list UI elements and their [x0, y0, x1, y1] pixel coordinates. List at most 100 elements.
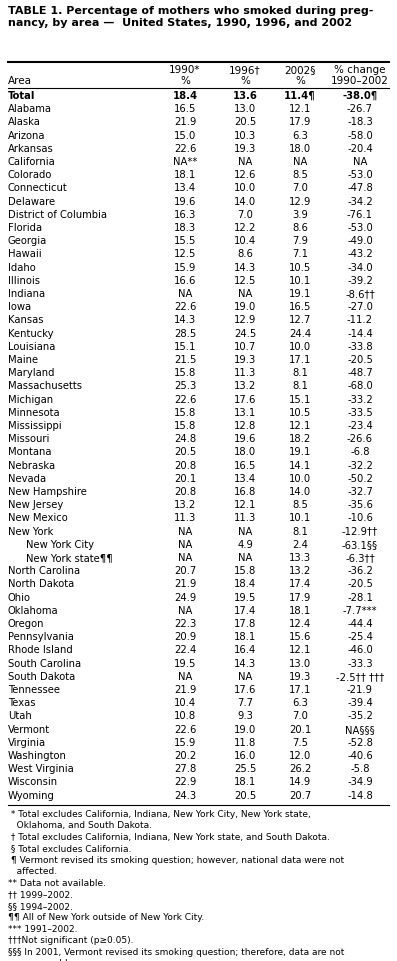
Text: Total: Total: [8, 91, 35, 101]
Text: 7.0: 7.0: [237, 209, 253, 220]
Text: -5.8: -5.8: [350, 764, 370, 775]
Text: Wisconsin: Wisconsin: [8, 777, 58, 787]
Text: -10.6: -10.6: [347, 513, 373, 524]
Text: 21.9: 21.9: [174, 117, 196, 128]
Text: 18.1: 18.1: [174, 170, 196, 181]
Text: California: California: [8, 157, 56, 167]
Text: -33.8: -33.8: [347, 342, 373, 352]
Text: North Dakota: North Dakota: [8, 579, 74, 589]
Text: 18.1: 18.1: [234, 777, 256, 787]
Text: 15.9: 15.9: [174, 262, 196, 273]
Text: -23.4: -23.4: [347, 421, 373, 431]
Text: 10.3: 10.3: [234, 131, 256, 140]
Text: New Jersey: New Jersey: [8, 500, 63, 510]
Text: 12.5: 12.5: [174, 250, 196, 259]
Text: 8.5: 8.5: [292, 500, 308, 510]
Text: 10.5: 10.5: [289, 262, 311, 273]
Text: Florida: Florida: [8, 223, 42, 233]
Text: 7.0: 7.0: [292, 184, 308, 193]
Text: Minnesota: Minnesota: [8, 407, 60, 418]
Text: -46.0: -46.0: [347, 646, 373, 655]
Text: 10.5: 10.5: [289, 407, 311, 418]
Text: 19.3: 19.3: [289, 672, 311, 681]
Text: 9.3: 9.3: [237, 711, 253, 722]
Text: 8.5: 8.5: [292, 170, 308, 181]
Text: Georgia: Georgia: [8, 236, 47, 246]
Text: 20.9: 20.9: [174, 632, 196, 642]
Text: 22.6: 22.6: [174, 395, 196, 405]
Text: NA: NA: [238, 553, 252, 563]
Text: 20.8: 20.8: [174, 487, 196, 497]
Text: 24.5: 24.5: [234, 329, 256, 338]
Text: 17.9: 17.9: [289, 593, 311, 603]
Text: Hawaii: Hawaii: [8, 250, 42, 259]
Text: 22.6: 22.6: [174, 302, 196, 312]
Text: 8.1: 8.1: [292, 368, 308, 379]
Text: NA§§§: NA§§§: [345, 725, 375, 734]
Text: Colorado: Colorado: [8, 170, 52, 181]
Text: 13.2: 13.2: [234, 382, 256, 391]
Text: -33.5: -33.5: [347, 407, 373, 418]
Text: 22.6: 22.6: [174, 725, 196, 734]
Text: NA: NA: [353, 157, 367, 167]
Text: 15.8: 15.8: [174, 407, 196, 418]
Text: -7.7***: -7.7***: [343, 605, 377, 616]
Text: District of Columbia: District of Columbia: [8, 209, 107, 220]
Text: 12.9: 12.9: [289, 197, 311, 207]
Text: 18.0: 18.0: [234, 448, 256, 457]
Text: 14.9: 14.9: [289, 777, 311, 787]
Text: -35.6: -35.6: [347, 500, 373, 510]
Text: Oregon: Oregon: [8, 619, 44, 629]
Text: 16.8: 16.8: [234, 487, 256, 497]
Text: -8.6††: -8.6††: [345, 289, 375, 299]
Text: -40.6: -40.6: [347, 751, 373, 761]
Text: 6.3: 6.3: [292, 131, 308, 140]
Text: -68.0: -68.0: [347, 382, 373, 391]
Text: 12.5: 12.5: [234, 276, 256, 285]
Text: 10.8: 10.8: [174, 711, 196, 722]
Text: New York: New York: [8, 527, 53, 536]
Text: *** 1991–2002.: *** 1991–2002.: [8, 924, 77, 934]
Text: -26.6: -26.6: [347, 434, 373, 444]
Text: -47.8: -47.8: [347, 184, 373, 193]
Text: 22.4: 22.4: [174, 646, 196, 655]
Text: 7.9: 7.9: [292, 236, 308, 246]
Text: 12.8: 12.8: [234, 421, 256, 431]
Text: 24.9: 24.9: [174, 593, 196, 603]
Text: 15.8: 15.8: [174, 368, 196, 379]
Text: 12.0: 12.0: [289, 751, 311, 761]
Text: 2002§: 2002§: [284, 65, 316, 75]
Text: -21.9: -21.9: [347, 685, 373, 695]
Text: 19.0: 19.0: [234, 302, 256, 312]
Text: 13.0: 13.0: [289, 658, 311, 669]
Text: 17.1: 17.1: [289, 355, 311, 365]
Text: Pennsylvania: Pennsylvania: [8, 632, 74, 642]
Text: 22.6: 22.6: [174, 144, 196, 154]
Text: -58.0: -58.0: [347, 131, 373, 140]
Text: §§§ In 2001, Vermont revised its smoking question; therefore, data are not: §§§ In 2001, Vermont revised its smoking…: [8, 948, 344, 957]
Text: -18.3: -18.3: [347, 117, 373, 128]
Text: 7.0: 7.0: [292, 711, 308, 722]
Text: 19.1: 19.1: [289, 448, 311, 457]
Text: 13.6: 13.6: [233, 91, 257, 101]
Text: 2.4: 2.4: [292, 540, 308, 550]
Text: -52.8: -52.8: [347, 738, 373, 748]
Text: 27.8: 27.8: [174, 764, 196, 775]
Text: Wyoming: Wyoming: [8, 791, 55, 801]
Text: 10.7: 10.7: [234, 342, 256, 352]
Text: 10.4: 10.4: [174, 699, 196, 708]
Text: 21.5: 21.5: [174, 355, 196, 365]
Text: Louisiana: Louisiana: [8, 342, 55, 352]
Text: 4.9: 4.9: [237, 540, 253, 550]
Text: 20.7: 20.7: [174, 566, 196, 577]
Text: 12.1: 12.1: [289, 104, 311, 114]
Text: New Hampshire: New Hampshire: [8, 487, 87, 497]
Text: 16.4: 16.4: [234, 646, 256, 655]
Text: Alabama: Alabama: [8, 104, 52, 114]
Text: -43.2: -43.2: [347, 250, 373, 259]
Text: 14.0: 14.0: [289, 487, 311, 497]
Text: 15.5: 15.5: [174, 236, 196, 246]
Text: 20.7: 20.7: [289, 791, 311, 801]
Text: % change: % change: [334, 65, 386, 75]
Text: 7.1: 7.1: [292, 250, 308, 259]
